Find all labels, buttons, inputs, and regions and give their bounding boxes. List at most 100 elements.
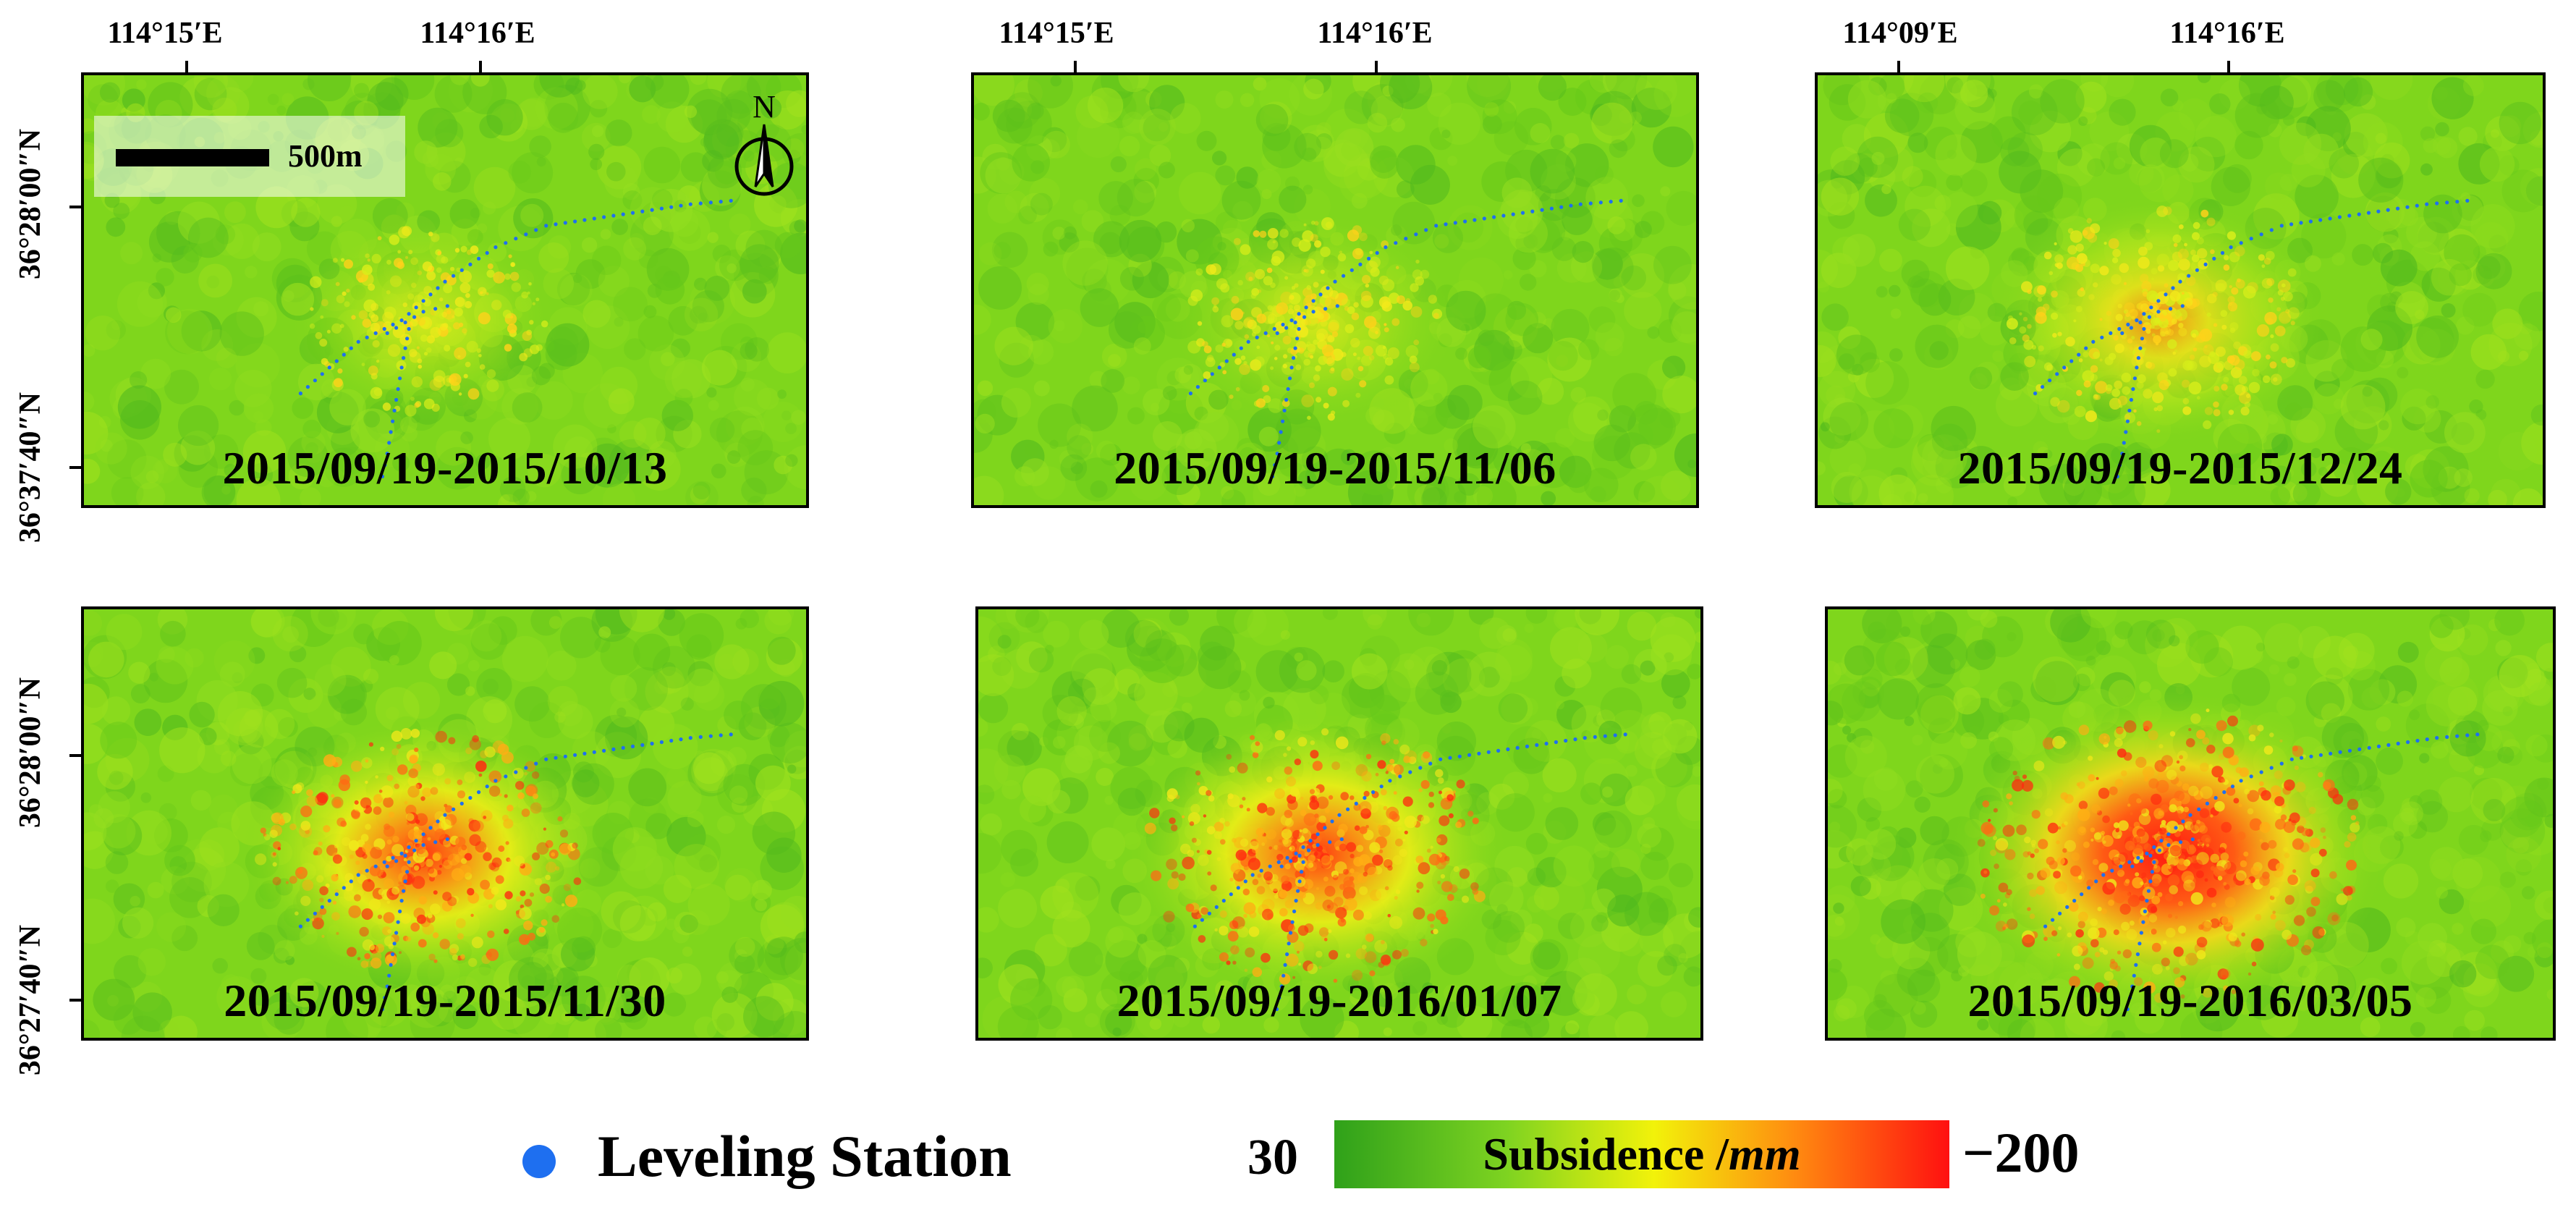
colorbar-unit: mm bbox=[1729, 1128, 1801, 1180]
leveling-station-point bbox=[1375, 250, 1379, 255]
leveling-station-point bbox=[356, 873, 360, 877]
leveling-station-point bbox=[1439, 757, 1443, 761]
leveling-station-point bbox=[1323, 826, 1327, 830]
leveling-station-point bbox=[1350, 268, 1354, 272]
leveling-station-point bbox=[1281, 419, 1285, 423]
leveling-station-point bbox=[1473, 218, 1477, 222]
leveling-station-point bbox=[592, 750, 596, 754]
leveling-station-point bbox=[1224, 359, 1229, 363]
leveling-station-point bbox=[1274, 1007, 1279, 1012]
leveling-station-point bbox=[1398, 774, 1402, 779]
leveling-station-point bbox=[320, 905, 324, 909]
leveling-station-point bbox=[2120, 452, 2124, 456]
legend-label: Leveling Station bbox=[598, 1123, 1012, 1189]
leveling-station-point bbox=[1203, 378, 1207, 383]
leveling-station-point bbox=[2166, 832, 2171, 837]
leveling-station-point bbox=[1326, 286, 1330, 290]
leveling-station-point bbox=[365, 335, 369, 339]
leveling-station-point bbox=[433, 307, 438, 311]
leveling-station-point bbox=[2171, 286, 2175, 290]
leveling-station-point bbox=[2318, 753, 2323, 757]
leveling-station-point bbox=[2259, 232, 2263, 237]
leveling-station-point bbox=[630, 744, 635, 748]
y-tick-label: 36°37′40″N bbox=[14, 392, 48, 543]
leveling-station-point bbox=[534, 761, 538, 766]
leveling-station-point bbox=[1463, 219, 1467, 224]
leveling-station-point bbox=[452, 807, 456, 811]
leveling-station-point bbox=[313, 911, 317, 915]
leveling-station-point bbox=[298, 924, 302, 928]
leveling-station-point bbox=[2091, 339, 2096, 344]
x-tick-mark bbox=[1897, 61, 1900, 72]
x-tick-mark bbox=[1074, 61, 1077, 72]
leveling-station-point bbox=[2465, 198, 2470, 203]
x-tick-label: 114°16′E bbox=[420, 17, 535, 50]
leveling-station-point bbox=[2150, 870, 2154, 874]
leveling-station-point bbox=[2415, 738, 2420, 743]
leveling-station-point bbox=[445, 304, 449, 308]
leveling-station-point bbox=[679, 203, 683, 208]
leveling-station-point bbox=[436, 286, 440, 290]
leveling-station-point bbox=[2124, 430, 2128, 434]
leveling-station-point bbox=[2110, 868, 2114, 873]
leveling-station-point bbox=[1290, 920, 1295, 924]
leveling-station-point bbox=[1273, 463, 1277, 468]
leveling-station-point bbox=[2132, 973, 2136, 978]
date-range-label: 2015/09/19-2015/10/13 bbox=[222, 442, 668, 494]
leveling-station-point bbox=[1482, 216, 1486, 221]
leveling-station-point bbox=[1214, 905, 1219, 909]
leveling-station-point bbox=[2159, 839, 2164, 843]
leveling-station-point bbox=[407, 845, 411, 850]
leveling-station-point bbox=[1358, 262, 1363, 266]
leveling-station-point bbox=[1515, 745, 1520, 750]
leveling-station-point bbox=[477, 790, 481, 795]
leveling-station-point bbox=[719, 733, 723, 737]
leveling-station-point bbox=[1279, 430, 1283, 434]
leveling-station-point bbox=[2127, 860, 2132, 864]
leveling-station-point bbox=[452, 274, 456, 278]
leveling-station-point bbox=[1311, 299, 1315, 303]
leveling-station-point bbox=[2299, 221, 2303, 225]
leveling-station-point bbox=[2129, 397, 2133, 402]
leveling-station-point bbox=[1302, 315, 1307, 319]
leveling-station-point bbox=[2120, 331, 2124, 335]
leveling-station-point bbox=[493, 245, 498, 250]
leveling-station-point bbox=[1289, 365, 1294, 370]
leveling-station-point bbox=[2396, 741, 2400, 746]
leveling-station-point bbox=[334, 892, 339, 897]
leveling-station-point bbox=[2455, 200, 2460, 204]
leveling-station-point bbox=[2084, 346, 2088, 350]
leveling-station-point bbox=[2135, 952, 2140, 957]
leveling-station-point bbox=[1239, 346, 1243, 350]
leveling-station-point bbox=[414, 305, 418, 310]
leveling-station-point bbox=[2126, 322, 2130, 327]
leveling-station-point bbox=[1583, 736, 1587, 740]
leveling-station-point bbox=[1286, 387, 1290, 392]
leveling-station-point bbox=[2249, 774, 2253, 779]
leveling-station-point bbox=[1593, 735, 1597, 739]
x-tick-mark bbox=[185, 61, 188, 72]
leveling-station-point bbox=[2100, 335, 2104, 339]
leveling-station-point bbox=[2130, 864, 2135, 868]
leveling-station-point bbox=[421, 843, 425, 847]
leveling-station-point bbox=[1275, 331, 1279, 335]
leveling-station-point bbox=[1434, 224, 1439, 228]
leveling-station-point bbox=[1188, 392, 1192, 396]
leveling-station-point bbox=[2134, 962, 2138, 967]
leveling-station-point bbox=[621, 212, 625, 216]
leveling-station-point bbox=[320, 372, 324, 376]
leveling-station-point bbox=[2138, 320, 2143, 325]
leveling-station-point bbox=[650, 741, 654, 746]
leveling-station-point bbox=[659, 740, 664, 745]
leveling-station-point bbox=[1297, 312, 1301, 316]
colorbar: Subsidence /mm bbox=[1334, 1120, 1949, 1188]
x-tick-label: 114°16′E bbox=[2169, 17, 2285, 50]
leveling-station-point bbox=[2180, 304, 2185, 308]
leveling-station-point bbox=[2125, 419, 2130, 423]
leveling-station-point bbox=[2425, 202, 2429, 206]
leveling-station-point bbox=[1268, 864, 1272, 868]
leveling-station-point bbox=[2203, 262, 2208, 266]
leveling-station-point bbox=[2143, 909, 2147, 913]
leveling-station-point bbox=[1578, 202, 1583, 206]
leveling-station-point bbox=[485, 250, 489, 255]
